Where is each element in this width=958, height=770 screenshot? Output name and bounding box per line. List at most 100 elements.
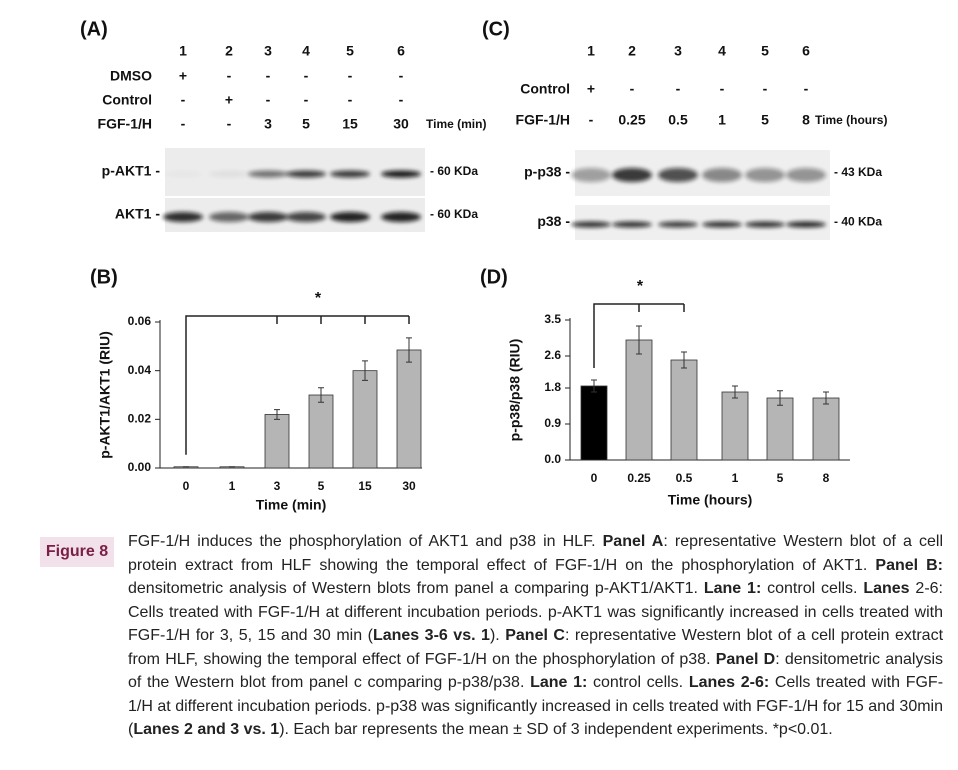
blot-band: [786, 168, 826, 182]
x-tick-label: 15: [358, 479, 372, 493]
x-tick-label: 30: [402, 479, 416, 493]
caption-text: control cells.: [761, 580, 864, 597]
caption-text: Panel D: [715, 650, 776, 668]
blot-band: [209, 170, 249, 178]
significance-bracket: [185, 315, 410, 455]
significance-label: *: [315, 290, 322, 307]
caption-text: densitometric analysis of Western blots …: [128, 580, 704, 597]
caption-text: Panel A: [602, 533, 664, 550]
lane-number: 3: [264, 43, 272, 59]
bar: [670, 359, 698, 461]
blot-size: - 60 KDa: [430, 164, 478, 178]
condition-value: 3: [264, 116, 272, 132]
caption-text: FGF-1/H induces the phosphorylation of A…: [128, 533, 603, 550]
condition-value: -: [181, 92, 186, 108]
blot-band: [745, 221, 785, 228]
blot-band: [571, 168, 611, 182]
caption-text: ). Each bar represents the mean ± SD of …: [279, 721, 833, 738]
bar: [580, 385, 608, 461]
blot-band: [209, 212, 249, 222]
bar: [396, 349, 422, 469]
lane-number: 5: [346, 43, 354, 59]
error-bar: [591, 379, 597, 393]
blot-band: [702, 168, 742, 182]
error-bar: [777, 390, 783, 406]
condition-value: -: [589, 112, 594, 128]
condition-value: -: [227, 68, 232, 84]
caption-text: : representative Western blot of a cell …: [128, 627, 944, 668]
lane-number: 3: [674, 43, 682, 59]
caption-text: 2-6: Cells treated with FGF-1/H at diffe…: [128, 580, 944, 644]
y-tick-label: 2.6: [544, 348, 561, 362]
condition-value: 5: [302, 116, 310, 132]
condition-value: 15: [342, 116, 358, 132]
x-tick-label: 8: [823, 471, 830, 485]
x-axis-label: Time (hours): [668, 492, 753, 508]
blot-band: [163, 212, 203, 222]
figure-label: Figure 8: [40, 537, 114, 567]
x-tick-label: 3: [274, 479, 281, 493]
blot-band: [248, 170, 288, 178]
caption-text: : densitometric analysis of the Western …: [128, 650, 944, 692]
condition-value: -: [304, 68, 309, 84]
blot-name: p-AKT1 -: [102, 163, 161, 179]
x-tick-label: 5: [318, 479, 325, 493]
condition-value: -: [763, 81, 768, 97]
lane-number: 6: [802, 43, 810, 59]
y-axis-label: p-p38/p38 (RIU): [507, 339, 523, 442]
condition-value: -: [720, 81, 725, 97]
blot-band: [381, 212, 421, 222]
condition-label: Control: [102, 92, 152, 108]
error-bar: [732, 385, 738, 399]
condition-label: FGF-1/H: [98, 116, 152, 132]
condition-value: +: [179, 68, 187, 84]
blot-band: [612, 221, 652, 228]
error-bar: [636, 325, 642, 355]
condition-value: -: [266, 68, 271, 84]
blot-band: [163, 171, 203, 178]
blot-band: [330, 170, 370, 178]
condition-label: Control: [520, 81, 570, 97]
bar: [308, 394, 334, 469]
lane-number: 1: [179, 43, 187, 59]
condition-label: DMSO: [110, 68, 152, 84]
condition-value: -: [348, 68, 353, 84]
x-tick-label: 0: [591, 471, 598, 485]
panel-label: (C): [482, 18, 510, 40]
lane-number: 5: [761, 43, 769, 59]
blot-band: [786, 221, 826, 228]
time-unit: Time (min): [426, 117, 486, 131]
condition-value: +: [225, 92, 233, 108]
blot-band: [571, 221, 611, 228]
condition-value: -: [304, 92, 309, 108]
condition-value: -: [399, 92, 404, 108]
caption-text: Lanes 2 and 3 vs. 1: [133, 721, 280, 738]
blot-band: [702, 221, 742, 228]
condition-value: 1: [718, 112, 726, 128]
caption-text: Lanes 3-6 vs. 1: [372, 627, 490, 644]
caption: FGF-1/H induces the phosphorylation of A…: [128, 530, 943, 742]
condition-value: -: [804, 81, 809, 97]
caption-text: ).: [489, 627, 506, 644]
blot-name: p-p38 -: [524, 164, 570, 180]
condition-value: +: [587, 81, 595, 97]
error-bar: [318, 387, 324, 403]
blot-size: - 43 KDa: [834, 165, 882, 179]
error-bar: [406, 337, 412, 363]
blot-band: [612, 168, 652, 182]
panel-label: (A): [80, 18, 108, 40]
blot-band: [658, 168, 698, 182]
condition-value: 0.5: [668, 112, 688, 128]
caption-text: Panel C: [505, 627, 565, 644]
x-axis-label: Time (min): [256, 497, 327, 513]
condition-value: -: [676, 81, 681, 97]
panel-label: (D): [480, 266, 508, 288]
x-tick-label: 0.5: [676, 471, 693, 485]
lane-number: 4: [302, 43, 310, 59]
condition-label: FGF-1/H: [516, 112, 570, 128]
blot-band: [248, 212, 288, 222]
condition-value: -: [266, 92, 271, 108]
y-tick-label: 0.06: [128, 314, 152, 328]
bar: [721, 391, 749, 461]
x-tick-label: 1: [229, 479, 236, 493]
